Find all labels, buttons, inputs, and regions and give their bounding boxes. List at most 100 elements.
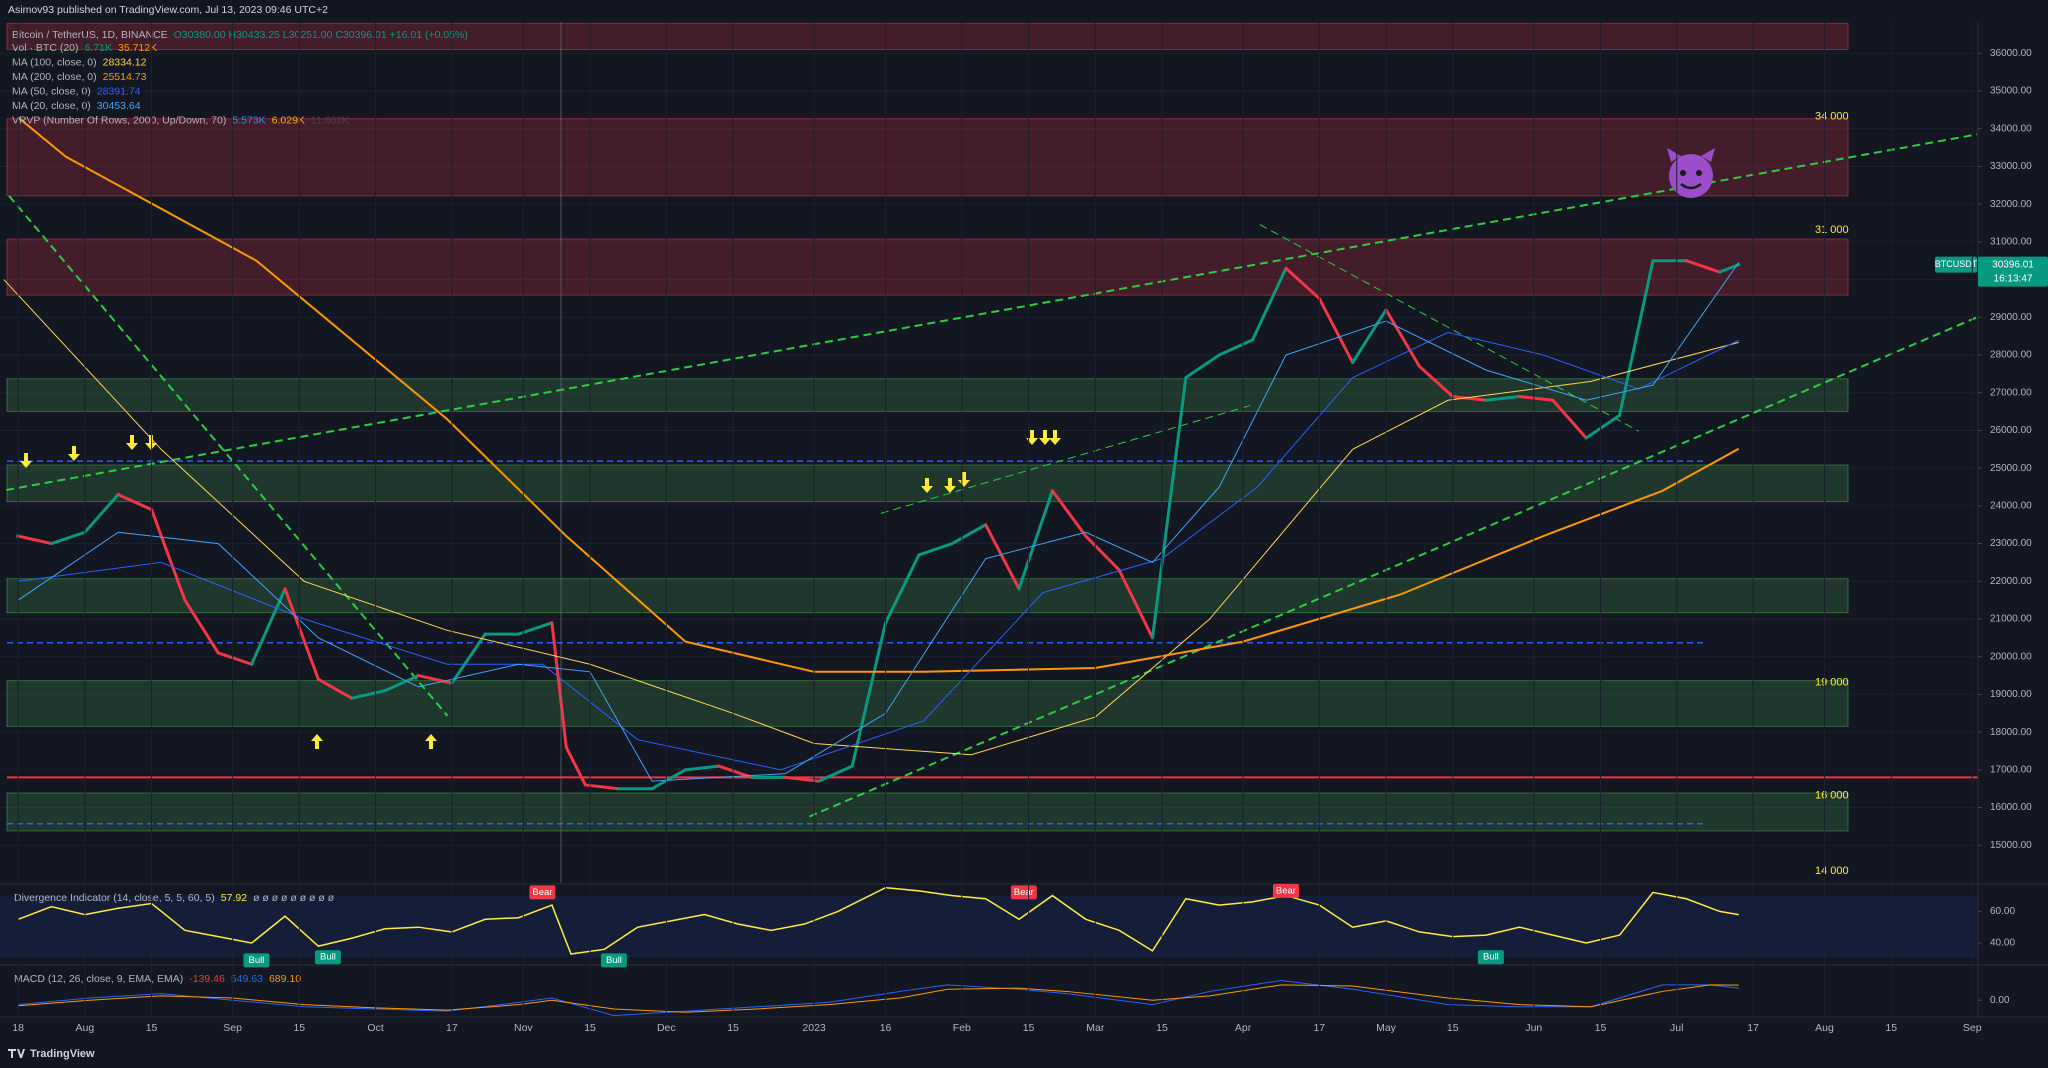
- arrow-icon: [20, 453, 32, 468]
- x-tick-label: 15: [1023, 1022, 1035, 1034]
- divergence-text: Bear: [532, 887, 552, 898]
- y-tick-label: 22000.00: [1990, 576, 2032, 587]
- y-tick-label: 16000.00: [1990, 802, 2032, 813]
- price-segment: [1117, 568, 1154, 640]
- price-segment: [1050, 489, 1088, 538]
- symbol-label: BTCUSDT: [1935, 259, 1978, 269]
- price-tag: [1978, 256, 2048, 287]
- price-segment: [650, 768, 687, 791]
- x-tick-label: 15: [584, 1022, 596, 1034]
- price-segment: [1251, 266, 1288, 342]
- x-tick-label: 2023: [802, 1022, 826, 1034]
- x-tick-label: 15: [1156, 1022, 1168, 1034]
- price-segment: [116, 493, 154, 512]
- legend-value: 6.71K: [85, 42, 112, 54]
- level-label: 16 000: [1815, 789, 1849, 801]
- y-tick-label: 21000.00: [1990, 614, 2032, 625]
- divergence-text: Bull: [320, 952, 336, 963]
- price-segment: [83, 493, 120, 534]
- price-segment: [1150, 376, 1188, 640]
- y-tick-label: 32000.00: [1990, 199, 2032, 210]
- legend-title: Bitcoin / TetherUS, 1D, BINANCE: [12, 29, 168, 41]
- arrow-icon: [921, 478, 933, 493]
- price-segment: [984, 523, 1021, 591]
- legend-quote: O30380.00 H30433.25 L30251.00 C30396.01 …: [174, 29, 468, 41]
- x-tick-label: 17: [1313, 1022, 1325, 1034]
- legend-value: 11.602K: [311, 114, 349, 126]
- series-line: [3, 279, 1739, 756]
- trendline: [808, 316, 1978, 818]
- price-segment: [1517, 394, 1555, 402]
- price-segment: [1351, 308, 1388, 365]
- arrow-icon: [68, 446, 80, 461]
- arrow-icon: [425, 734, 437, 749]
- x-tick-label: 15: [146, 1022, 158, 1034]
- legend-title: MACD (12, 26, close, 9, EMA, EMA): [14, 973, 183, 985]
- legend-value: 6.029K: [272, 114, 305, 126]
- price-segment: [917, 542, 954, 557]
- legend-value: 35.712K: [118, 42, 157, 54]
- legend-value: 549.63: [231, 973, 263, 985]
- x-tick-label: Nov: [514, 1022, 533, 1034]
- price-segment: [49, 530, 87, 546]
- price-segment: [1417, 364, 1455, 398]
- price-segment: [450, 632, 487, 685]
- price-segment: [850, 621, 888, 768]
- y-tick-label: 31000.00: [1990, 237, 2032, 248]
- level-label: 19 000: [1815, 676, 1849, 688]
- x-tick-label: 15: [1885, 1022, 1897, 1034]
- zone: [6, 118, 1849, 197]
- level-label: 31 000: [1815, 224, 1849, 236]
- price-segment: [1451, 394, 1488, 402]
- x-tick-label: 17: [1747, 1022, 1759, 1034]
- price-segment: [216, 651, 254, 666]
- price-segment: [150, 508, 187, 602]
- price-segment: [283, 587, 320, 681]
- price-segment: [583, 783, 621, 791]
- price-segment: [1184, 353, 1221, 380]
- x-tick-label: Sep: [1963, 1022, 1982, 1034]
- arrow-icon: [126, 435, 138, 450]
- x-tick-label: 18: [12, 1022, 24, 1034]
- y-tick-label: 35000.00: [1990, 86, 2032, 97]
- series-line: [18, 979, 1739, 1016]
- zone: [6, 238, 1849, 296]
- x-tick-label: Oct: [367, 1022, 383, 1034]
- divergence-label: [1272, 883, 1299, 898]
- y-tick-label: 33000.00: [1990, 161, 2032, 172]
- y-tick-label: 19000.00: [1990, 689, 2032, 700]
- legend-value: 28391.74: [97, 85, 141, 97]
- arrow-icon: [1049, 430, 1061, 445]
- legend-label: MA (50, close, 0): [12, 85, 91, 97]
- divergence-pane: [0, 886, 1978, 958]
- y-tick-label: 24000.00: [1990, 501, 2032, 512]
- y-tick-label: 36000.00: [1990, 48, 2032, 59]
- price-segment: [383, 674, 420, 693]
- price-segment: [517, 621, 554, 636]
- legend-flags: ø ø ø ø ø ø ø ø ø: [253, 892, 335, 904]
- price-segment: [1017, 489, 1054, 591]
- arrow-icon: [1039, 430, 1051, 445]
- y-tick-label: 0.00: [1990, 995, 2010, 1006]
- x-tick-label: 15: [293, 1022, 305, 1034]
- x-tick-label: May: [1376, 1022, 1397, 1034]
- legend-value: 28334.12: [103, 56, 147, 68]
- y-tick-label: 60.00: [1990, 906, 2015, 917]
- x-tick-label: 16: [880, 1022, 892, 1034]
- x-tick-label: Sep: [223, 1022, 242, 1034]
- divergence-label: [314, 950, 341, 965]
- x-tick-label: Jul: [1670, 1022, 1683, 1034]
- x-tick-label: Apr: [1235, 1022, 1252, 1034]
- price-segment: [683, 764, 721, 772]
- trendline: [1259, 224, 1639, 432]
- y-tick-label: 26000.00: [1990, 425, 2032, 436]
- price-segment: [550, 621, 568, 749]
- price-segment: [1584, 413, 1622, 440]
- divergence-label: [1477, 950, 1504, 965]
- y-tick-label: 15000.00: [1990, 840, 2032, 851]
- y-tick-label: 18000.00: [1990, 727, 2032, 738]
- legend-label: VRVP (Number Of Rows, 2000, Up/Down, 70): [12, 114, 226, 126]
- price-segment: [350, 689, 387, 700]
- legend-value: 57.92: [221, 892, 247, 904]
